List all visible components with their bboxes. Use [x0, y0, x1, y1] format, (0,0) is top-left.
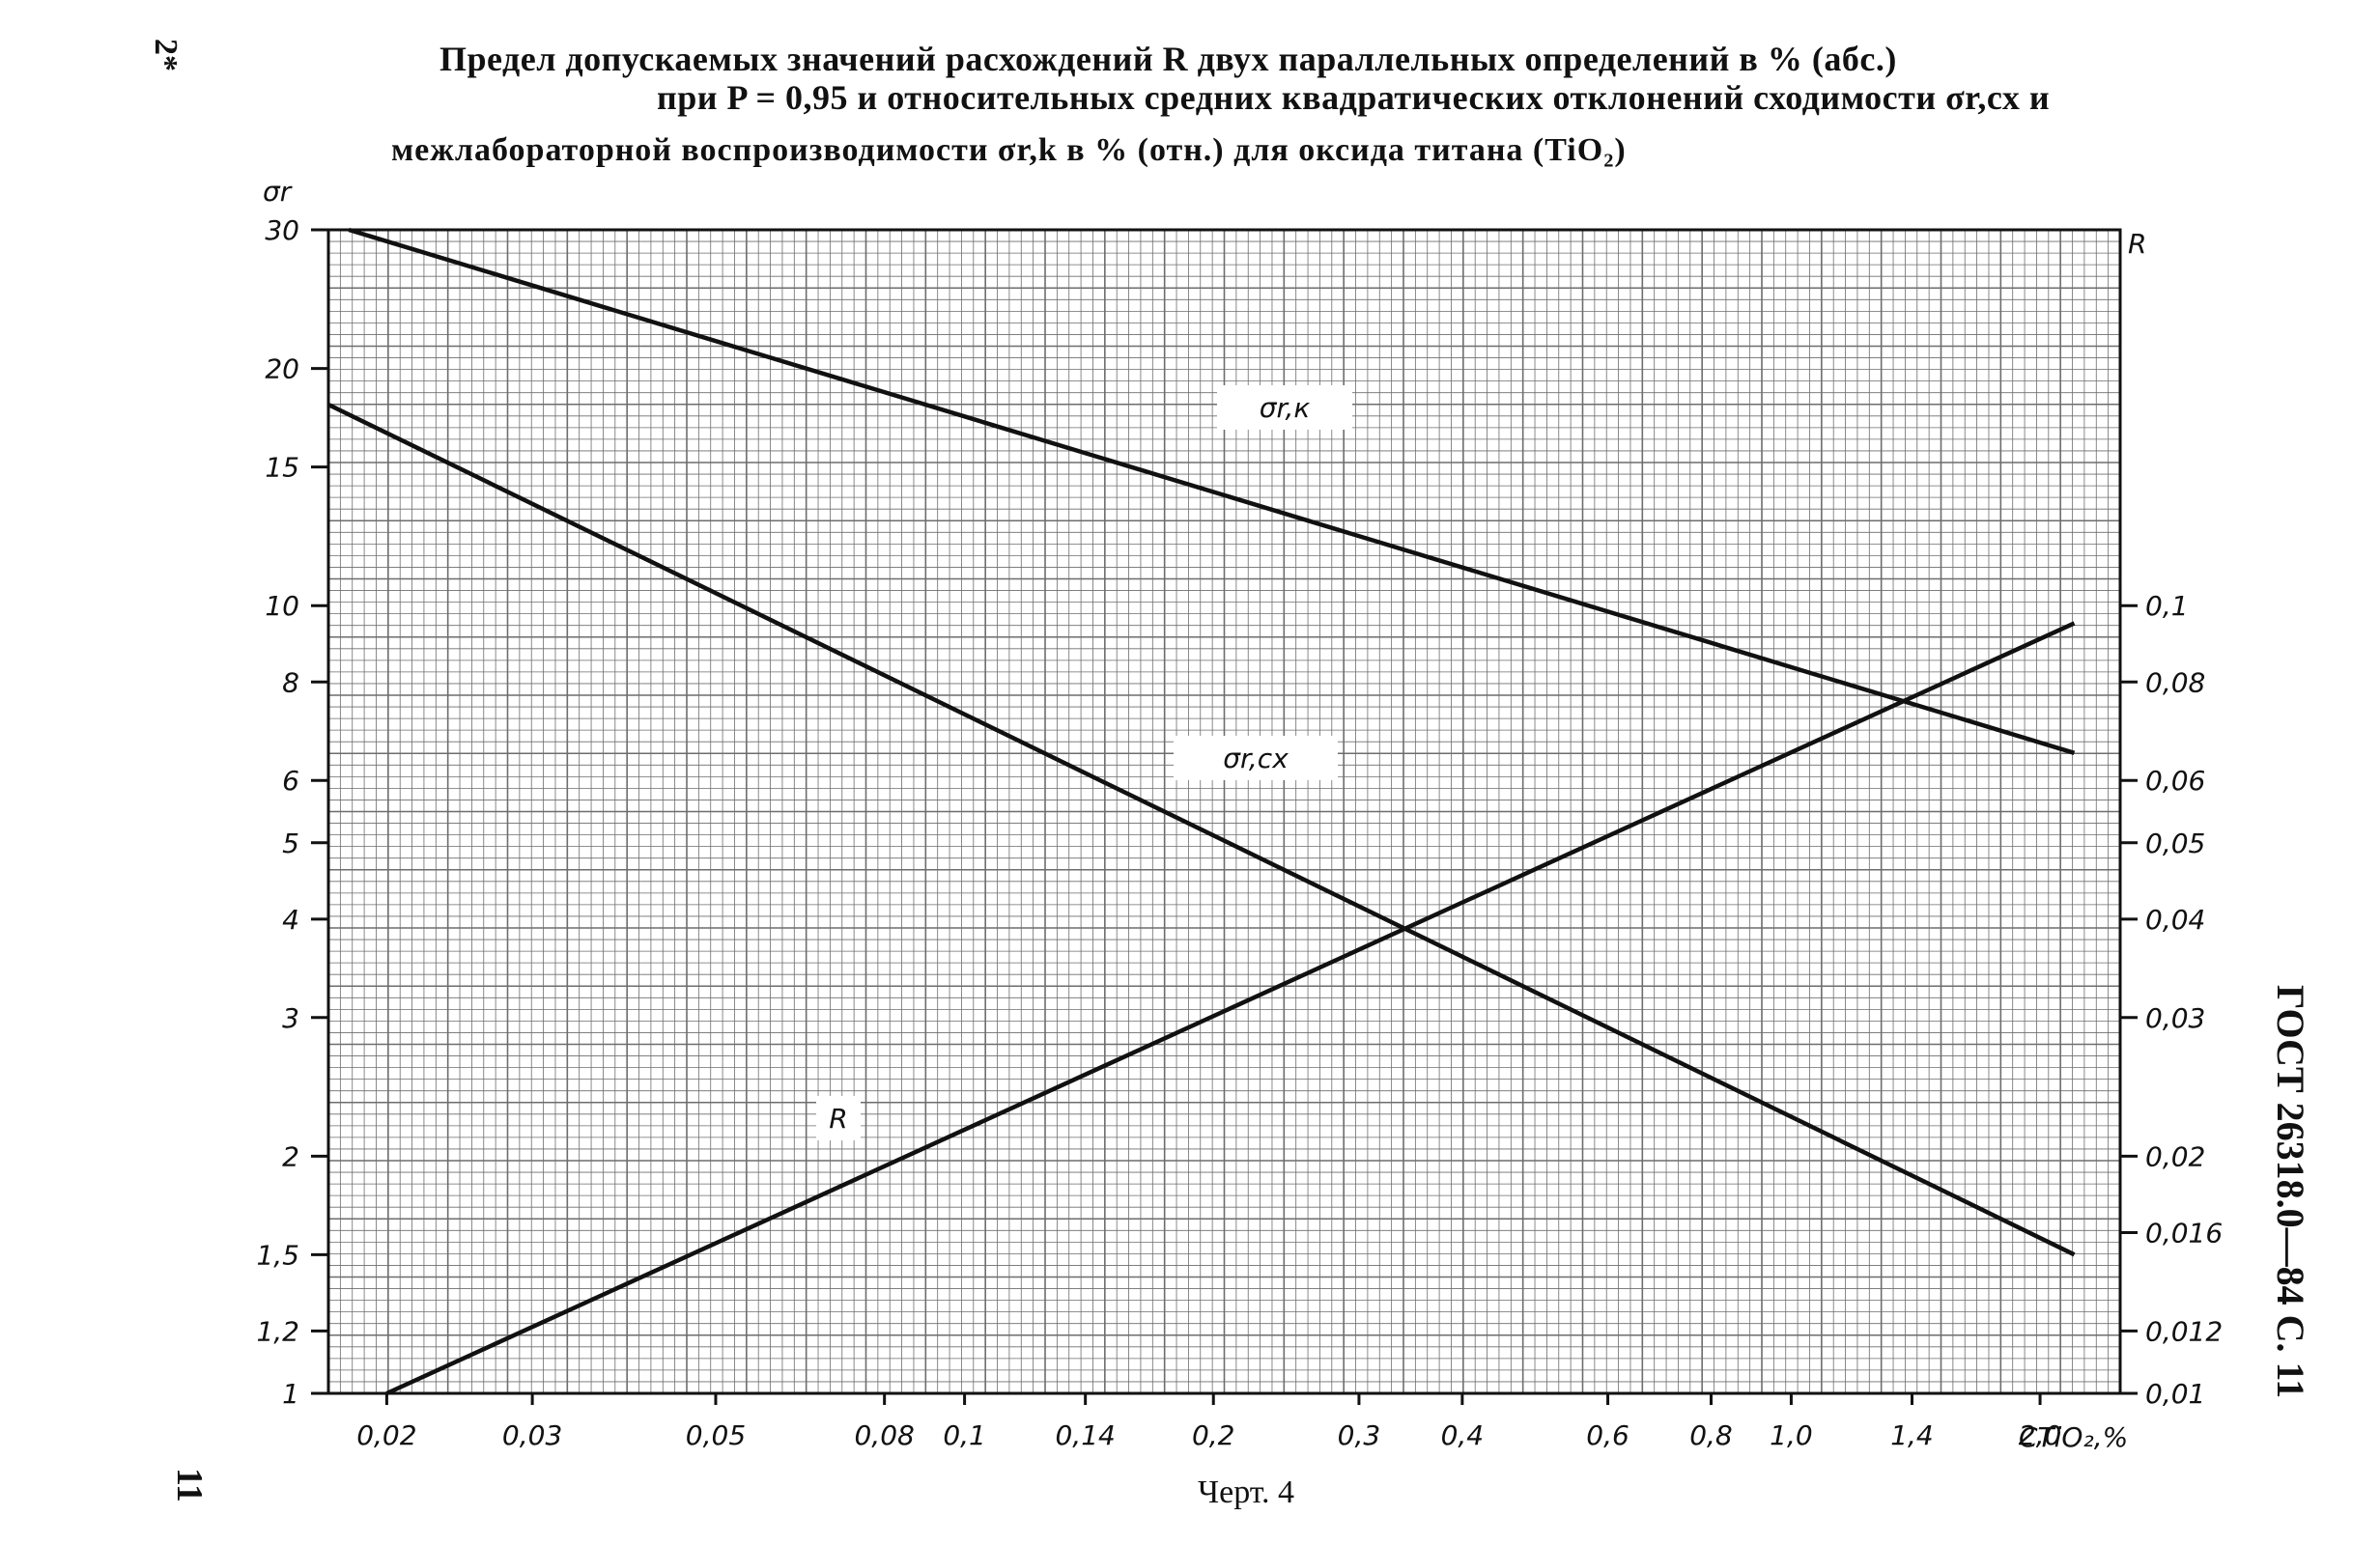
- y2-tick-label: 0,1: [2145, 590, 2189, 622]
- y2-tick-label: 0,05: [2145, 828, 2205, 859]
- y2-axis-label: R: [2128, 228, 2146, 260]
- x-tick-label: 0,14: [1055, 1419, 1115, 1451]
- y-tick-label: 10: [265, 590, 299, 622]
- y-tick-label: 6: [282, 765, 299, 797]
- y2-tick-label: 0,03: [2145, 1002, 2205, 1034]
- series-label-box: [816, 1096, 861, 1140]
- x-tick-label: 0,02: [356, 1419, 416, 1451]
- x-tick-label: 0,05: [686, 1419, 746, 1451]
- x-tick-label: 1,0: [1770, 1419, 1813, 1451]
- x-axis-label: CTiO₂,%: [2019, 1421, 2128, 1453]
- series-label: σr,сх: [1223, 743, 1289, 774]
- series-label-box: [1174, 736, 1338, 780]
- y2-tick-label: 0,04: [2145, 904, 2205, 936]
- series-lines: [327, 227, 2076, 1396]
- y-tick-label: 4: [282, 904, 299, 936]
- x-tick-label: 0,03: [502, 1419, 562, 1451]
- plot-frame: [326, 228, 2122, 1395]
- y-tick-label: 3: [282, 1002, 299, 1034]
- x-tick-label: 2,0: [2019, 1419, 2062, 1451]
- y2-ticks: 0,01 0,012 0,016 0,02 0,03 0,04 0,05 0,06 0,08 0,…: [2120, 590, 2223, 1410]
- figure-caption: Черт. 4: [1198, 1474, 1295, 1510]
- y-tick-label: 2: [282, 1140, 299, 1172]
- x-tick-label: 0,6: [1586, 1419, 1629, 1451]
- y2-tick-label: 0,02: [2145, 1140, 2205, 1172]
- y-tick-label: 1,2: [256, 1315, 299, 1347]
- y2-tick-label: 0,08: [2145, 666, 2205, 698]
- chart-title-line3: межлабораторной воспроизводимости σr,k в…: [391, 132, 1627, 168]
- y-tick-label: 1: [282, 1378, 299, 1410]
- plot-border: [326, 228, 2122, 1395]
- series-label: R: [829, 1103, 847, 1135]
- x-tick-label: 0,1: [943, 1419, 986, 1451]
- y-tick-label: 5: [282, 828, 299, 859]
- chart-title-line2: при P = 0,95 и относительных средних ква…: [657, 78, 2051, 117]
- y2-tick-label: 0,016: [2145, 1217, 2223, 1249]
- x-tick-label: 0,2: [1192, 1419, 1235, 1451]
- major-grid: [327, 229, 2121, 1394]
- series-line: [327, 402, 2076, 1257]
- x-tick-label: 0,8: [1689, 1419, 1733, 1451]
- y-ticks: 1 1,2 1,5 2 3 4 5 6 8 10 15 20 30: [256, 214, 328, 1410]
- series-line: [385, 621, 2076, 1396]
- y-tick-label: 1,5: [256, 1239, 299, 1271]
- chart-title-line1: Предел допускаемых значений расхождений …: [439, 40, 1897, 78]
- y-tick-label: 15: [265, 452, 299, 484]
- y2-tick-label: 0,06: [2145, 765, 2205, 797]
- x-ticks: 0,02 0,03 0,05 0,08 0,1 0,14 0,2 0,3 0,4 0,6 0,8 1,…: [356, 1393, 2061, 1451]
- series-line: [348, 227, 2076, 755]
- series-label: σr,к: [1260, 392, 1311, 424]
- y-tick-label: 8: [282, 666, 299, 698]
- x-tick-label: 0,3: [1338, 1419, 1381, 1451]
- x-tick-label: 0,4: [1441, 1419, 1485, 1451]
- x-tick-label: 0,08: [854, 1419, 914, 1451]
- y-axis-label: σr: [263, 176, 293, 208]
- y-tick-label: 20: [265, 353, 299, 385]
- y2-tick-label: 0,012: [2145, 1315, 2223, 1347]
- x-tick-label: 1,4: [1890, 1419, 1934, 1451]
- y2-tick-label: 0,01: [2145, 1378, 2205, 1410]
- y-tick-label: 30: [265, 214, 299, 246]
- series-label-box: [1217, 385, 1352, 430]
- series-labels: σr,к σr,сх R: [816, 385, 1352, 1140]
